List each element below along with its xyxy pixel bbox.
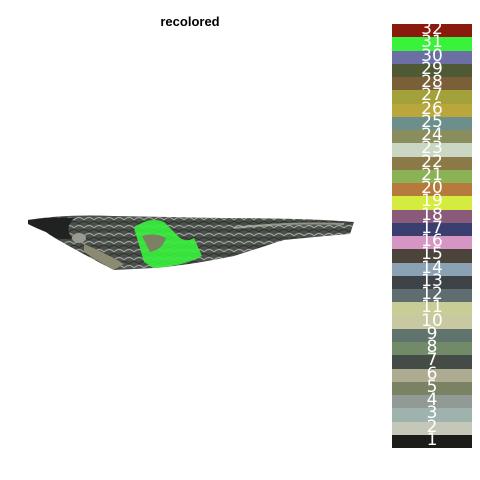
- legend-label: 24: [421, 125, 443, 145]
- legend-swatch: 21: [392, 164, 472, 185]
- legend-label: 31: [421, 32, 443, 53]
- legend-label: 21: [421, 164, 443, 185]
- legend-label: 1: [426, 429, 438, 450]
- legend-swatch: 30: [392, 45, 472, 66]
- legend-label: 25: [421, 111, 443, 132]
- legend-label: 7: [426, 350, 438, 371]
- legend-label: 18: [421, 204, 443, 225]
- legend-label: 20: [421, 178, 443, 198]
- legend-label: 17: [421, 217, 443, 238]
- legend-swatch: 26: [392, 98, 472, 119]
- legend-swatch: 24: [392, 125, 472, 145]
- legend-label: 32: [421, 19, 443, 39]
- legend-swatch: 5: [392, 376, 472, 397]
- legend-swatch: 8: [392, 337, 472, 357]
- color-legend: 32 31 30 29 28 27 26 25 24 23 22 21 20 19 18 17 16 15 14 13…: [392, 19, 472, 450]
- legend-swatch: 12: [392, 284, 472, 304]
- legend-swatch: 1: [392, 429, 472, 450]
- legend-label: 15: [421, 244, 443, 265]
- legend-label: 27: [421, 85, 443, 106]
- legend-label: 22: [421, 151, 443, 172]
- legend-label: 14: [421, 257, 443, 278]
- legend-label: 6: [426, 363, 438, 384]
- legend-label: 19: [421, 191, 443, 212]
- legend-label: 23: [421, 138, 443, 159]
- legend-swatch: 15: [392, 244, 472, 265]
- legend-swatch: 13: [392, 270, 472, 291]
- legend-swatch: 4: [392, 390, 472, 410]
- legend-swatch: 16: [392, 231, 472, 251]
- legend-label: 4: [426, 390, 438, 410]
- legend-swatch: 28: [392, 72, 472, 92]
- legend-label: 5: [426, 376, 438, 397]
- legend-label: 10: [421, 310, 443, 331]
- legend-label: 13: [421, 270, 443, 291]
- legend-swatch: 10: [392, 310, 472, 331]
- legend-swatch: 14: [392, 257, 472, 278]
- legend-label: 30: [421, 45, 443, 66]
- legend-label: 2: [426, 416, 438, 437]
- legend-label: 26: [421, 98, 443, 119]
- legend-swatch: 22: [392, 151, 472, 172]
- legend-swatch: 19: [392, 191, 472, 212]
- legend-label: 28: [421, 72, 443, 92]
- legend-swatch: 17: [392, 217, 472, 238]
- legend-label: 3: [426, 403, 438, 424]
- recolored-fish-image: [28, 215, 354, 270]
- legend-swatch: 9: [392, 323, 472, 344]
- legend-swatch: 27: [392, 85, 472, 106]
- legend-swatch: 6: [392, 363, 472, 384]
- plot-title: recolored: [160, 14, 220, 29]
- legend-swatch: 2: [392, 416, 472, 437]
- legend-swatch: 7: [392, 350, 472, 371]
- legend-label: 16: [421, 231, 443, 251]
- legend-swatch: 31: [392, 32, 472, 53]
- legend-label: 11: [421, 297, 443, 318]
- legend-swatch: 3: [392, 403, 472, 424]
- legend-swatch: 18: [392, 204, 472, 225]
- legend-swatch: 20: [392, 178, 472, 198]
- legend-label: 29: [421, 58, 443, 79]
- legend-swatch: 23: [392, 138, 472, 159]
- legend-swatch: 11: [392, 297, 472, 318]
- legend-label: 12: [421, 284, 443, 304]
- legend-swatch: 32: [392, 19, 472, 39]
- legend-swatch: 29: [392, 58, 472, 79]
- legend-label: 9: [426, 323, 438, 344]
- legend-label: 8: [426, 337, 438, 357]
- legend-swatch: 25: [392, 111, 472, 132]
